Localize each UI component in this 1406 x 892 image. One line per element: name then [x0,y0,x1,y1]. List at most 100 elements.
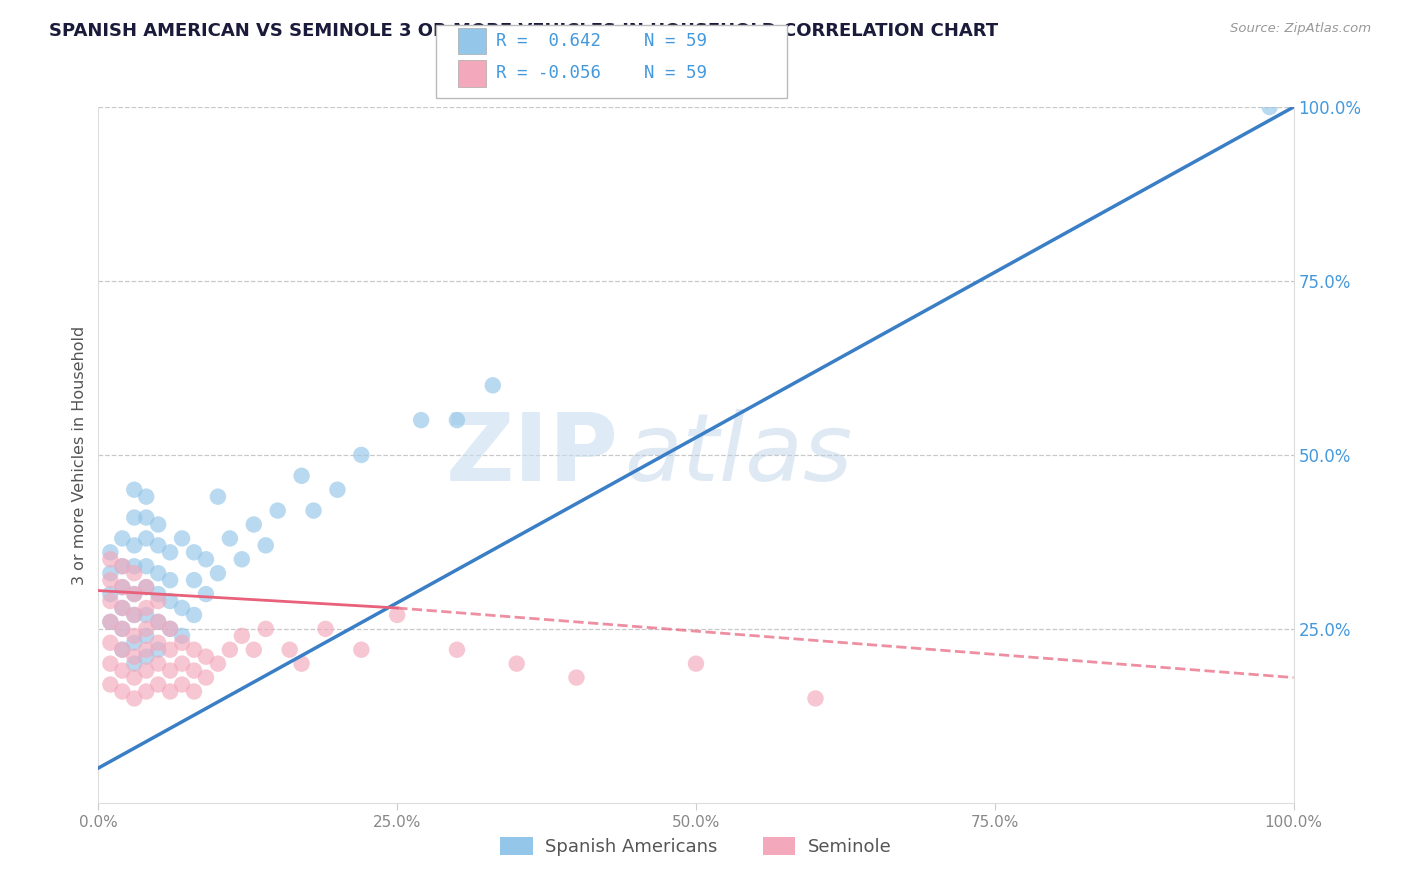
Point [350,448,373,462]
Point [302,503,325,517]
Point [446,642,468,657]
Point [267,503,290,517]
Point [195,552,218,566]
Point [98,594,122,608]
Point [124,636,146,650]
Point [135,642,157,657]
Point [98,657,122,671]
Point [135,664,157,678]
Text: N = 59: N = 59 [644,32,707,50]
Point [195,649,218,664]
Point [111,622,134,636]
Text: ZIP: ZIP [446,409,619,501]
Point [124,587,146,601]
Point [183,684,205,698]
Point [148,566,170,581]
Point [159,684,181,698]
Point [172,532,194,546]
Point [219,532,242,546]
Point [135,607,157,622]
Point [183,607,205,622]
Point [135,532,157,546]
Point [254,622,277,636]
Point [278,642,301,657]
Point [148,615,170,629]
Text: R =  0.642: R = 0.642 [496,32,602,50]
Point [98,677,122,691]
Point [148,587,170,601]
Point [135,559,157,574]
Point [195,587,218,601]
Point [111,532,134,546]
Point [124,691,146,706]
Point [254,538,277,552]
Point [111,580,134,594]
Point [183,664,205,678]
Point [98,587,122,601]
Point [124,629,146,643]
Point [159,594,181,608]
Point [159,573,181,587]
Point [148,677,170,691]
Point [172,601,194,615]
Point [148,657,170,671]
Text: SPANISH AMERICAN VS SEMINOLE 3 OR MORE VEHICLES IN HOUSEHOLD CORRELATION CHART: SPANISH AMERICAN VS SEMINOLE 3 OR MORE V… [49,22,998,40]
Point [195,671,218,685]
Point [172,629,194,643]
Point [183,573,205,587]
Point [111,622,134,636]
Point [481,378,505,392]
Point [159,664,181,678]
Text: atlas: atlas [624,409,852,500]
Point [207,566,229,581]
Point [111,580,134,594]
Point [135,490,157,504]
Point [411,413,433,427]
Text: N = 59: N = 59 [644,64,707,82]
Point [111,559,134,574]
Point [350,642,373,657]
Point [111,601,134,615]
Point [565,671,588,685]
Point [124,559,146,574]
Point [148,594,170,608]
Point [111,559,134,574]
Point [135,580,157,594]
Point [159,642,181,657]
Point [135,649,157,664]
Point [804,691,827,706]
Point [159,622,181,636]
Point [385,607,409,622]
Point [98,566,122,581]
Point [148,615,170,629]
Point [135,580,157,594]
Point [148,636,170,650]
Point [207,657,229,671]
Point [291,468,314,483]
Point [111,684,134,698]
Point [172,657,194,671]
Point [124,566,146,581]
Point [326,483,349,497]
Point [315,622,337,636]
Point [98,552,122,566]
Point [124,587,146,601]
Point [1258,100,1281,114]
Point [172,636,194,650]
Point [98,573,122,587]
Point [98,615,122,629]
Point [685,657,707,671]
Point [172,677,194,691]
Point [231,552,253,566]
Point [111,664,134,678]
Point [124,538,146,552]
Point [219,642,242,657]
Point [111,642,134,657]
Point [506,657,529,671]
Point [231,629,253,643]
Point [135,684,157,698]
Point [135,629,157,643]
Point [98,545,122,559]
Legend: Spanish Americans, Seminole: Spanish Americans, Seminole [494,830,898,863]
Point [124,657,146,671]
